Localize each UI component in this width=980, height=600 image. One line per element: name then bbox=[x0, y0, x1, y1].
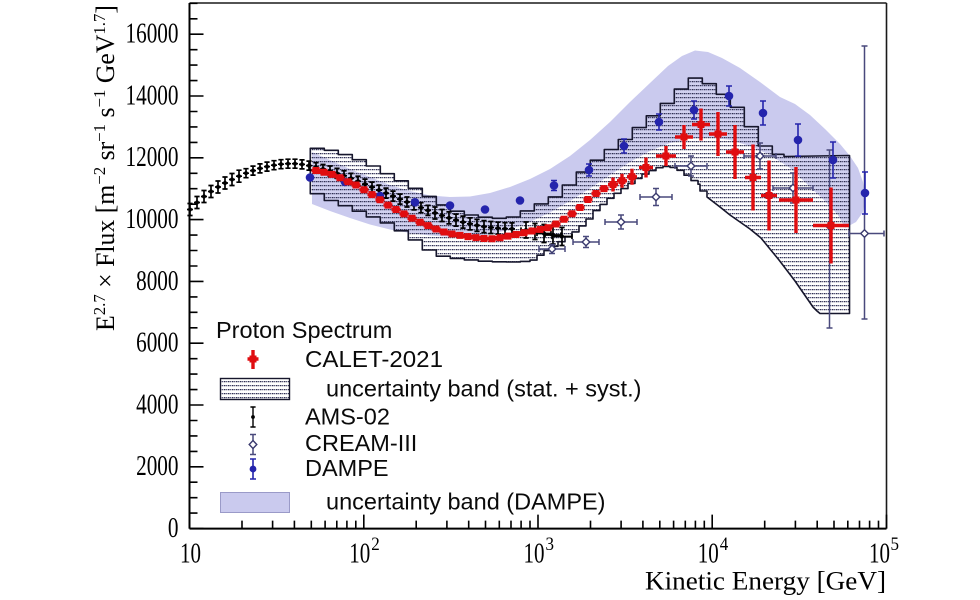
svg-text:CREAM-III: CREAM-III bbox=[305, 430, 417, 456]
svg-text:2: 2 bbox=[371, 534, 380, 555]
svg-text:16000: 16000 bbox=[126, 18, 179, 50]
svg-text:10: 10 bbox=[524, 538, 545, 570]
svg-text:10: 10 bbox=[869, 538, 890, 570]
svg-text:DAMPE: DAMPE bbox=[305, 455, 389, 481]
svg-text:Proton Spectrum: Proton Spectrum bbox=[216, 317, 392, 343]
svg-text:0: 0 bbox=[168, 512, 179, 544]
svg-text:2000: 2000 bbox=[136, 450, 178, 482]
svg-text:4000: 4000 bbox=[136, 388, 178, 420]
svg-text:10: 10 bbox=[349, 538, 370, 570]
svg-text:12000: 12000 bbox=[126, 141, 179, 173]
svg-text:10: 10 bbox=[180, 538, 201, 570]
svg-text:AMS-02: AMS-02 bbox=[305, 404, 390, 430]
svg-text:8000: 8000 bbox=[136, 265, 178, 297]
svg-text:3: 3 bbox=[546, 534, 555, 555]
svg-text:14000: 14000 bbox=[126, 79, 179, 111]
svg-text:5: 5 bbox=[891, 534, 900, 555]
svg-text:uncertainty band (DAMPE): uncertainty band (DAMPE) bbox=[326, 489, 606, 515]
svg-text:Kinetic Energy [GeV]: Kinetic Energy [GeV] bbox=[645, 567, 886, 596]
svg-text:uncertainty band (stat. + syst: uncertainty band (stat. + syst.) bbox=[326, 376, 641, 402]
svg-text:CALET-2021: CALET-2021 bbox=[305, 346, 443, 372]
svg-text:4: 4 bbox=[720, 534, 729, 555]
svg-text:6000: 6000 bbox=[136, 327, 178, 359]
svg-text:10000: 10000 bbox=[126, 203, 179, 235]
svg-text:10: 10 bbox=[698, 538, 719, 570]
